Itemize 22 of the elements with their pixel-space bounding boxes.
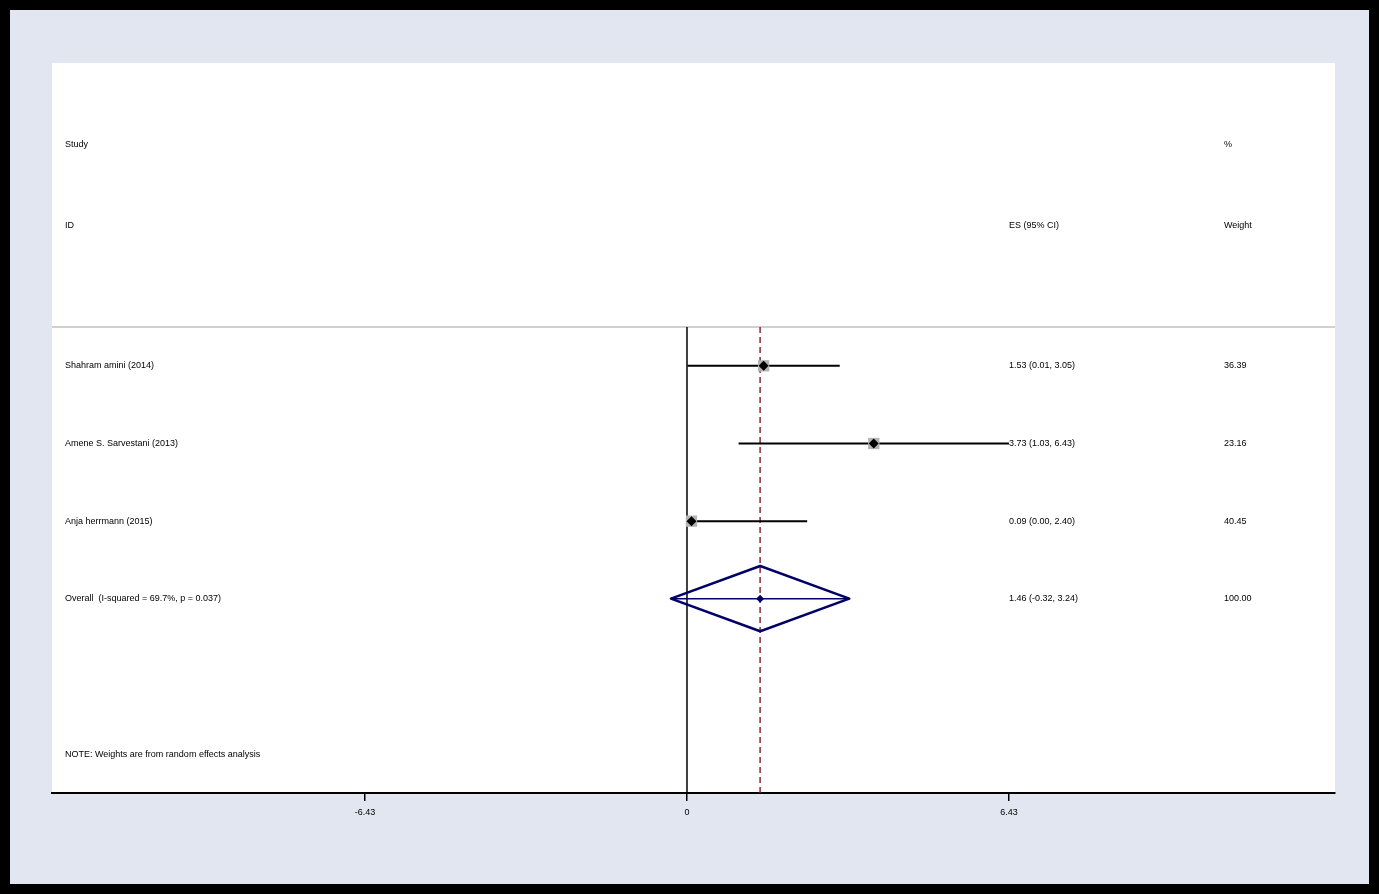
y-tick-label: Amene S. Sarvestani (2013) (65, 437, 179, 448)
annotation: 23.16 (1224, 437, 1247, 448)
text: % (1224, 139, 1233, 150)
y-tick-label: Shahram amini (2014) (65, 360, 155, 371)
annotation: 40.45 (1224, 515, 1247, 526)
y-tick-label: Overall (I-squared = 69.7%, p = 0.037) (65, 593, 222, 604)
text: ID (65, 220, 75, 231)
annotation: 1.53 (0.01, 3.05) (1009, 360, 1076, 371)
x-tick-label: 6.43 (1000, 806, 1018, 817)
text: Weight (1224, 220, 1253, 231)
text: Study (65, 139, 89, 150)
annotation: 0.09 (0.00, 2.40) (1009, 515, 1076, 526)
x-tick-label: -6.43 (354, 806, 376, 817)
text: ES (95% CI) (1009, 220, 1060, 231)
annotation: 36.39 (1224, 360, 1247, 371)
annotation: 3.73 (1.03, 6.43) (1009, 437, 1076, 448)
y-tick-label: Anja herrmann (2015) (65, 515, 153, 526)
x-tick-label: 0 (684, 806, 690, 817)
annotation: NOTE: Weights are from random effects analysis (65, 748, 261, 759)
point (756, 594, 765, 603)
annotation: 100.00 (1224, 593, 1252, 604)
annotation: 1.46 (-0.32, 3.24) (1009, 593, 1079, 604)
